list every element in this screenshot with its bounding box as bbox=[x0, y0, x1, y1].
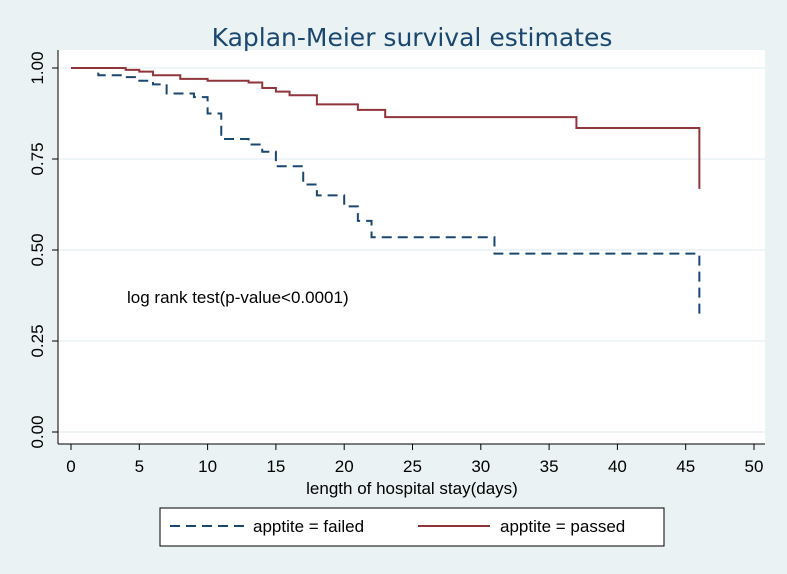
plot-area bbox=[58, 50, 765, 444]
legend-label-passed: apptite = passed bbox=[500, 517, 625, 536]
x-tick-label: 25 bbox=[403, 457, 422, 476]
x-tick-label: 0 bbox=[66, 457, 75, 476]
x-tick-label: 45 bbox=[676, 457, 695, 476]
y-tick-label: 0.25 bbox=[28, 324, 47, 357]
chart-title: Kaplan-Meier survival estimates bbox=[212, 23, 613, 52]
x-tick-label: 10 bbox=[198, 457, 217, 476]
gridlines bbox=[58, 67, 765, 433]
x-tick-label: 35 bbox=[540, 457, 559, 476]
x-tick-label: 40 bbox=[608, 457, 627, 476]
x-tick-label: 5 bbox=[135, 457, 144, 476]
x-tick-label: 50 bbox=[745, 457, 764, 476]
series-lines bbox=[71, 67, 701, 314]
series-line-passed bbox=[71, 67, 701, 189]
y-tick-label: 0.75 bbox=[28, 142, 47, 175]
legend: apptite = failed apptite = passed bbox=[159, 507, 665, 547]
legend-label-failed: apptite = failed bbox=[253, 517, 364, 536]
y-tick-label: 0.00 bbox=[28, 415, 47, 448]
x-axis-title: length of hospital stay(days) bbox=[306, 479, 518, 498]
series-line-failed bbox=[71, 67, 701, 314]
axis-ticks: 0.00 0.25 0.50 0.75 1.00 0 5 10 15 20 25 30 35 40 45 50 bbox=[28, 51, 763, 476]
y-tick-label: 1.00 bbox=[28, 51, 47, 84]
x-tick-label: 30 bbox=[471, 457, 490, 476]
log-rank-annotation: log rank test(p-value<0.0001) bbox=[127, 288, 349, 307]
x-tick-label: 20 bbox=[335, 457, 354, 476]
y-tick-label: 0.50 bbox=[28, 233, 47, 266]
x-tick-label: 15 bbox=[266, 457, 285, 476]
